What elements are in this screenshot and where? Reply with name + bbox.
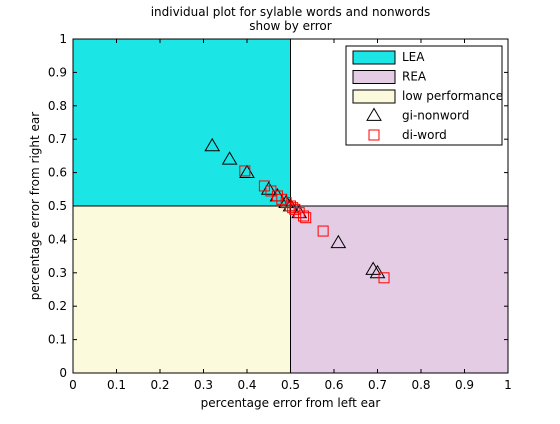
legend-marker-gi-nonword — [366, 107, 382, 121]
y-tick-label: 0.5 — [48, 199, 67, 213]
y-axis-label: percentage error from right ear — [28, 112, 42, 300]
data-point-di-word — [289, 203, 301, 215]
data-point-di-word — [317, 225, 329, 237]
x-tick-label: 0.2 — [150, 378, 169, 392]
x-tick-label: 0 — [69, 378, 77, 392]
legend-label: REA — [402, 70, 427, 84]
data-point-gi-nonword — [239, 164, 255, 178]
x-tick-label: 0.5 — [281, 378, 300, 392]
x-tick-label: 0.4 — [237, 378, 256, 392]
data-point-di-word — [300, 212, 312, 224]
x-tick-label: 0.1 — [107, 378, 126, 392]
y-tick-label: 0.2 — [48, 299, 67, 313]
data-point-gi-nonword — [204, 137, 221, 152]
legend-label: gi-nonword — [402, 109, 469, 123]
x-tick-label: 0.8 — [411, 378, 430, 392]
data-point-di-word — [239, 165, 251, 177]
y-tick-label: 0.1 — [48, 333, 67, 347]
y-tick-label: 0.6 — [48, 166, 67, 180]
x-tick-label: 0.6 — [324, 378, 343, 392]
data-point-di-word — [285, 200, 296, 212]
legend-label: low performance — [402, 89, 503, 103]
legend-marker-di-word — [368, 129, 380, 141]
legend-swatch-REA — [352, 70, 396, 84]
legend: LEA REA low performance gi-nonword di-word — [345, 45, 503, 146]
legend-label: di-word — [402, 128, 447, 142]
data-point-di-word — [298, 210, 310, 222]
data-point-gi-nonword — [330, 234, 347, 249]
data-point-gi-nonword — [369, 264, 386, 279]
x-axis-label: percentage error from left ear — [201, 396, 381, 410]
data-point-di-word — [271, 190, 283, 202]
legend-swatch-LEA — [352, 50, 396, 65]
y-tick-label: 0 — [59, 366, 67, 380]
data-point-gi-nonword — [260, 181, 277, 195]
chart-title-line: show by error — [249, 19, 331, 33]
region-rea — [290, 205, 509, 374]
y-tick-label: 0.4 — [48, 232, 67, 246]
y-tick-label: 0.7 — [48, 132, 67, 146]
x-tick-label: 0.7 — [368, 378, 387, 392]
data-point-di-word — [378, 272, 390, 284]
region-lea — [72, 38, 291, 207]
x-tick-label: 0.9 — [455, 378, 474, 392]
y-tick-label: 1 — [59, 32, 67, 46]
region-low-performance — [72, 205, 291, 374]
data-point-gi-nonword — [221, 151, 238, 165]
y-tick-label: 0.8 — [48, 99, 67, 113]
x-tick-label: 1 — [504, 378, 512, 392]
legend-swatch-low-performance — [352, 89, 396, 104]
y-tick-label: 0.3 — [48, 266, 67, 280]
chart-title-line: individual plot for sylable words and no… — [151, 5, 431, 19]
legend-label: LEA — [402, 50, 425, 64]
y-tick-label: 0.9 — [48, 65, 67, 79]
x-tick-label: 0.3 — [194, 378, 213, 392]
data-point-di-word — [276, 193, 288, 205]
data-point-gi-nonword — [365, 261, 382, 275]
